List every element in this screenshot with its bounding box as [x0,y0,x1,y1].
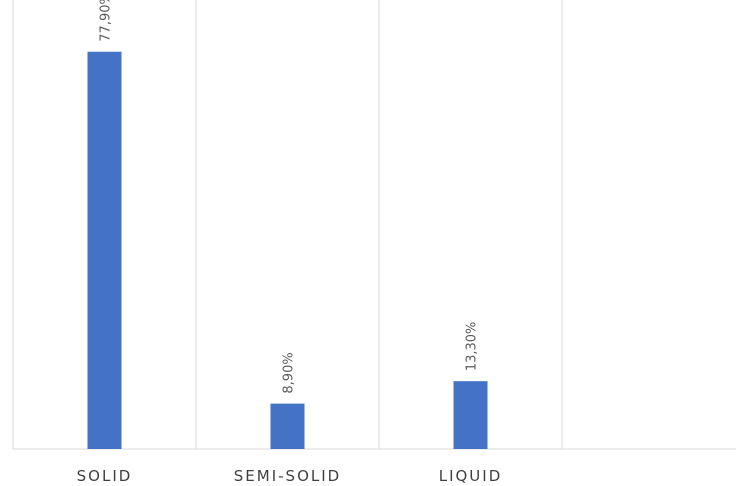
value-label-solid: 77,90% [99,0,114,42]
bar-solid [87,51,122,450]
category-label-liquid: LIQUID [439,467,503,485]
bars [87,51,488,450]
bar-semi-solid [270,403,305,449]
bar-liquid [453,381,488,449]
category-label-solid: SOLID [77,467,133,485]
value-label-semi-solid: 8,90% [282,352,297,393]
value-label-liquid: 13,30% [465,322,480,372]
category-labels: SOLID SEMI-SOLID LIQUID [77,467,503,485]
value-labels: 77,90% 8,90% 13,30% [99,0,480,394]
category-label-semi-solid: SEMI-SOLID [234,467,341,485]
category-gridlines [12,0,563,449]
